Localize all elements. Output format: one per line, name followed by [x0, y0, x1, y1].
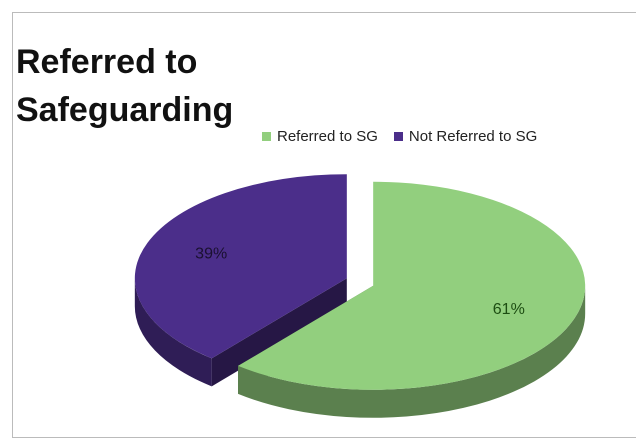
- legend-swatch: [262, 132, 271, 141]
- pie-slice: [134, 174, 347, 359]
- legend: Referred to SG Not Referred to SG: [262, 128, 537, 145]
- data-label: 39%: [195, 245, 227, 262]
- pie-slice: [238, 181, 586, 390]
- legend-swatch: [393, 132, 403, 141]
- slice-side: [211, 278, 347, 387]
- slice-wall: [238, 285, 586, 418]
- slice-wall: [134, 278, 212, 387]
- chart-title: Referred to Safeguarding: [16, 43, 234, 129]
- legend-label: Referred to SG: [277, 128, 378, 145]
- chart-frame: [12, 12, 636, 438]
- legend-label: Not Referred to SG: [408, 128, 538, 145]
- data-label: 61%: [493, 301, 525, 318]
